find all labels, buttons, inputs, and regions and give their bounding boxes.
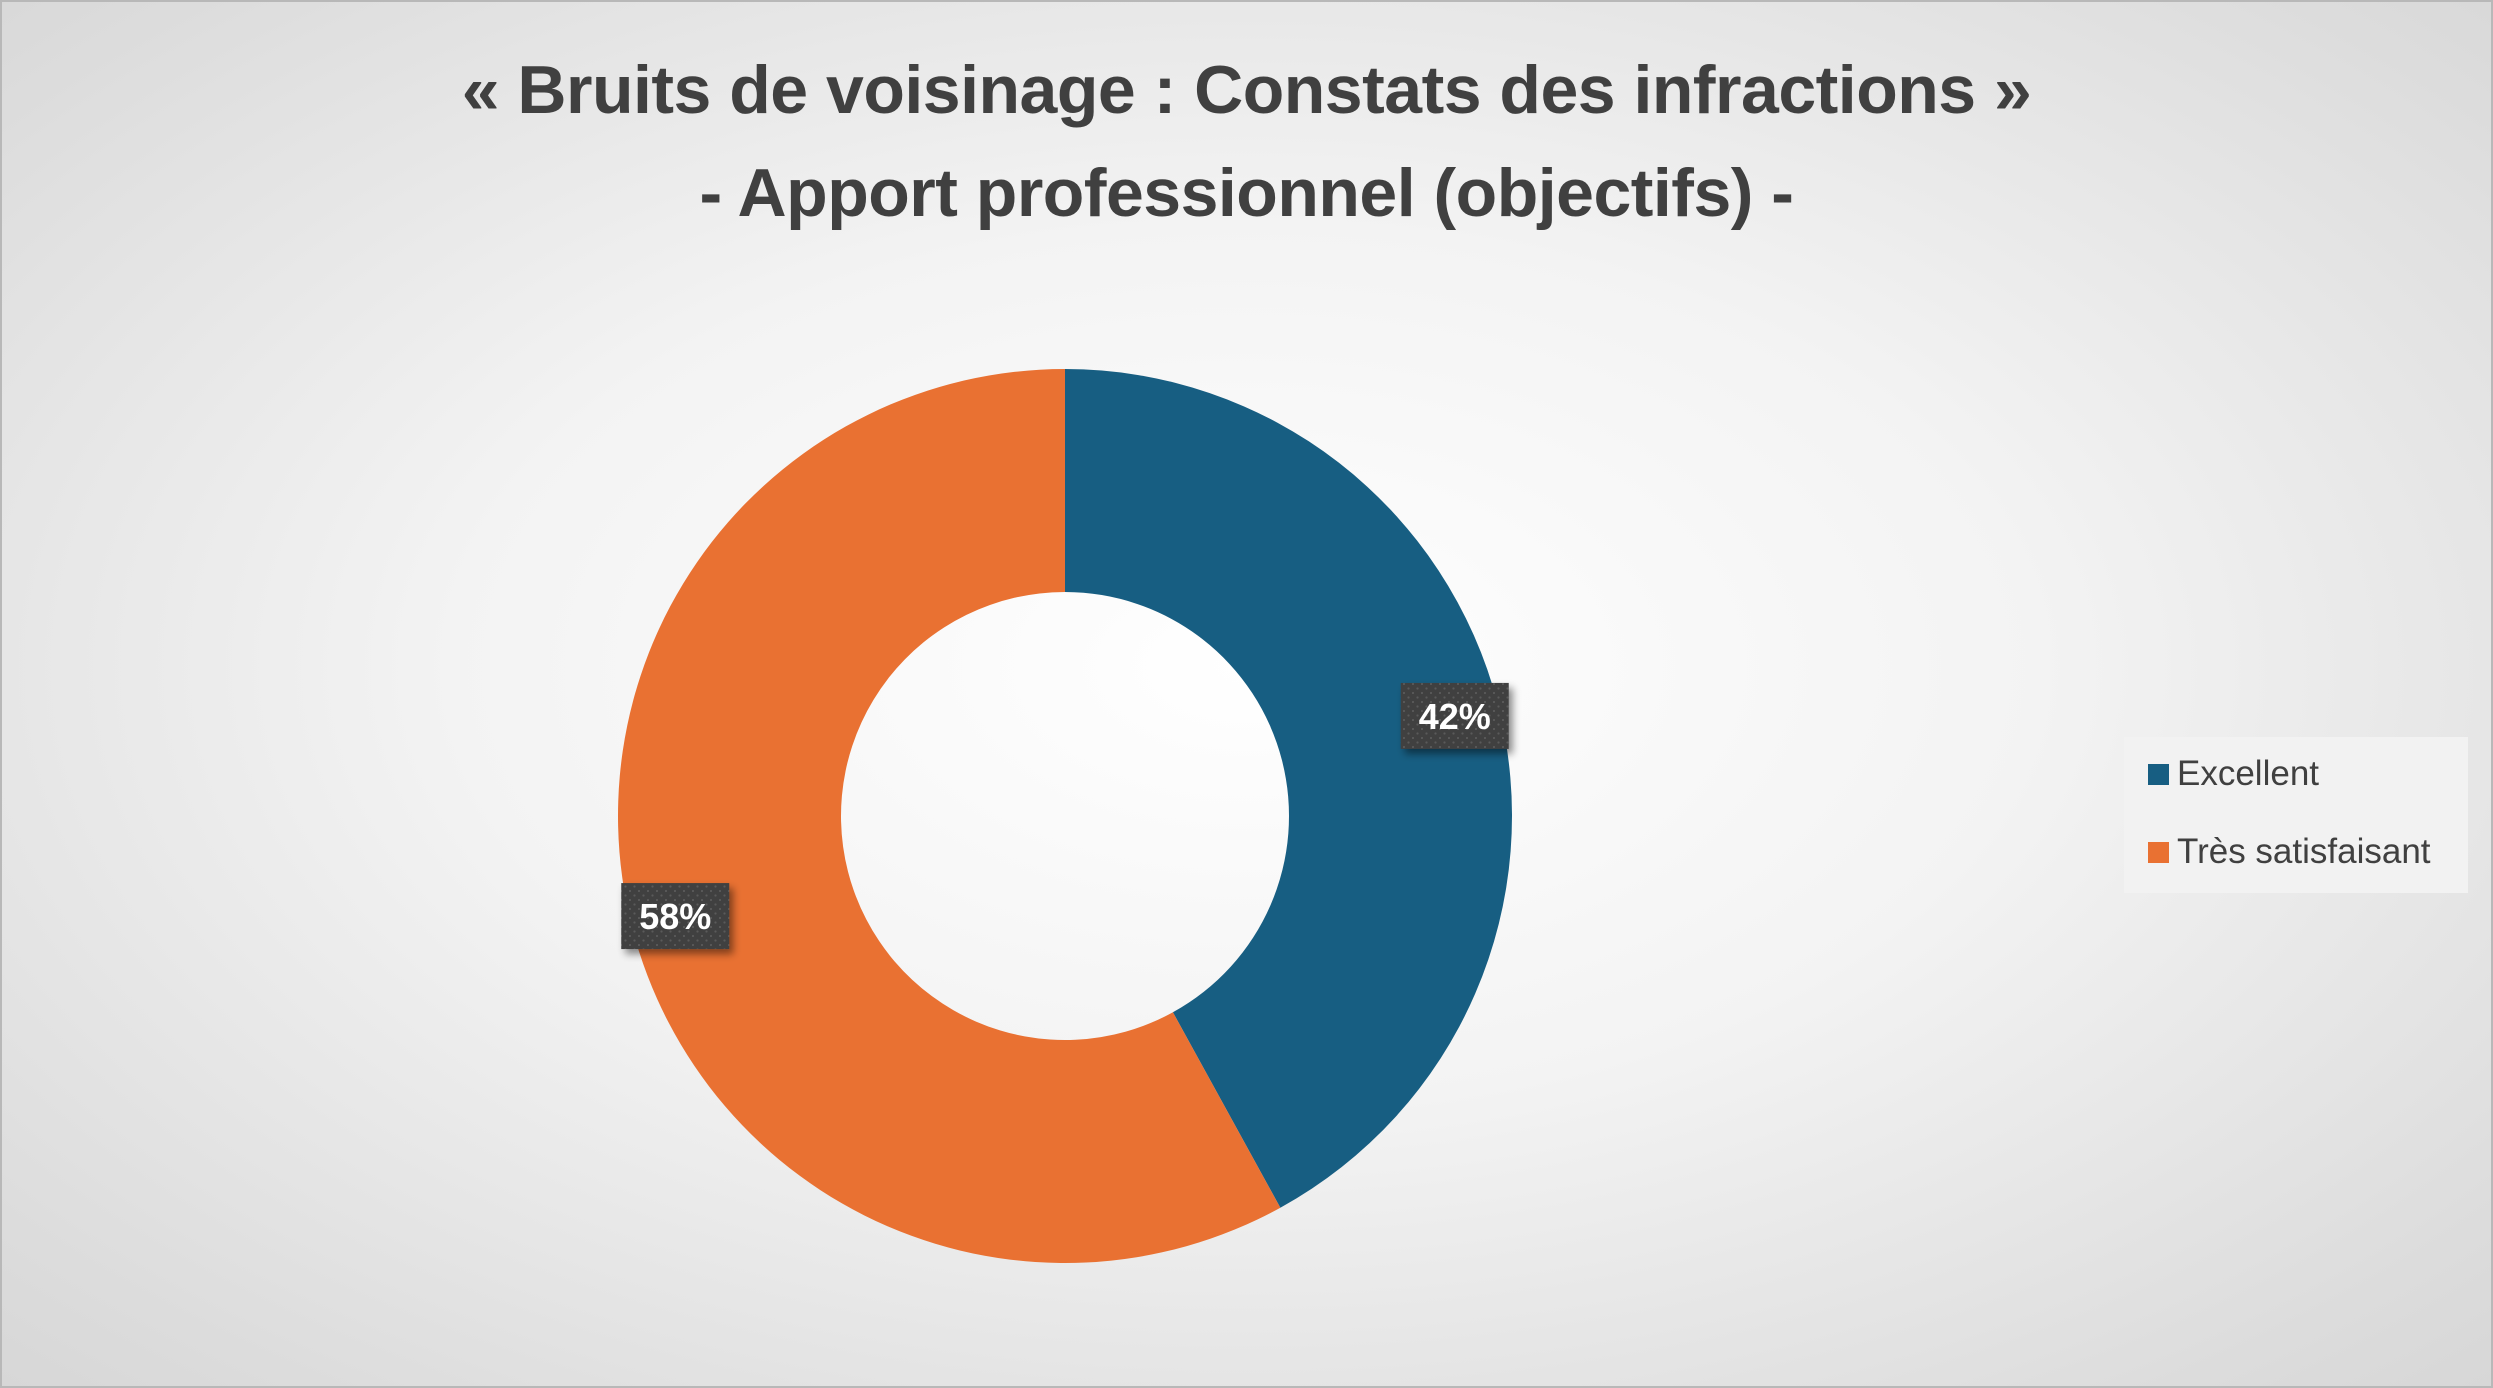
legend-item-excellent: Excellent bbox=[2148, 754, 2319, 794]
data-label-box bbox=[1400, 682, 1509, 749]
data-label-box bbox=[621, 883, 730, 950]
data-label: 58% bbox=[621, 883, 730, 950]
legend-item-tres-satisfaisant: Très satisfaisant bbox=[2148, 832, 2431, 872]
chart-subtitle: - Apport professionnel (objectifs) - bbox=[699, 155, 1794, 231]
chart-title: « Bruits de voisinage : Constats des inf… bbox=[461, 52, 2032, 128]
donut-slice-excellent bbox=[1065, 369, 1512, 1208]
legend-swatch bbox=[2148, 841, 2169, 863]
donut-slice-tr-s-satisfaisant bbox=[617, 369, 1281, 1263]
legend-swatch bbox=[2148, 763, 2169, 785]
data-label-text: 58% bbox=[639, 896, 711, 937]
data-label-text: 42% bbox=[1419, 696, 1491, 737]
data-label: 42% bbox=[1400, 682, 1509, 749]
legend-label: Très satisfaisant bbox=[2177, 832, 2431, 871]
legend-label: Excellent bbox=[2177, 754, 2320, 793]
chart-legend: Excellent Très satisfaisant bbox=[2124, 737, 2468, 893]
